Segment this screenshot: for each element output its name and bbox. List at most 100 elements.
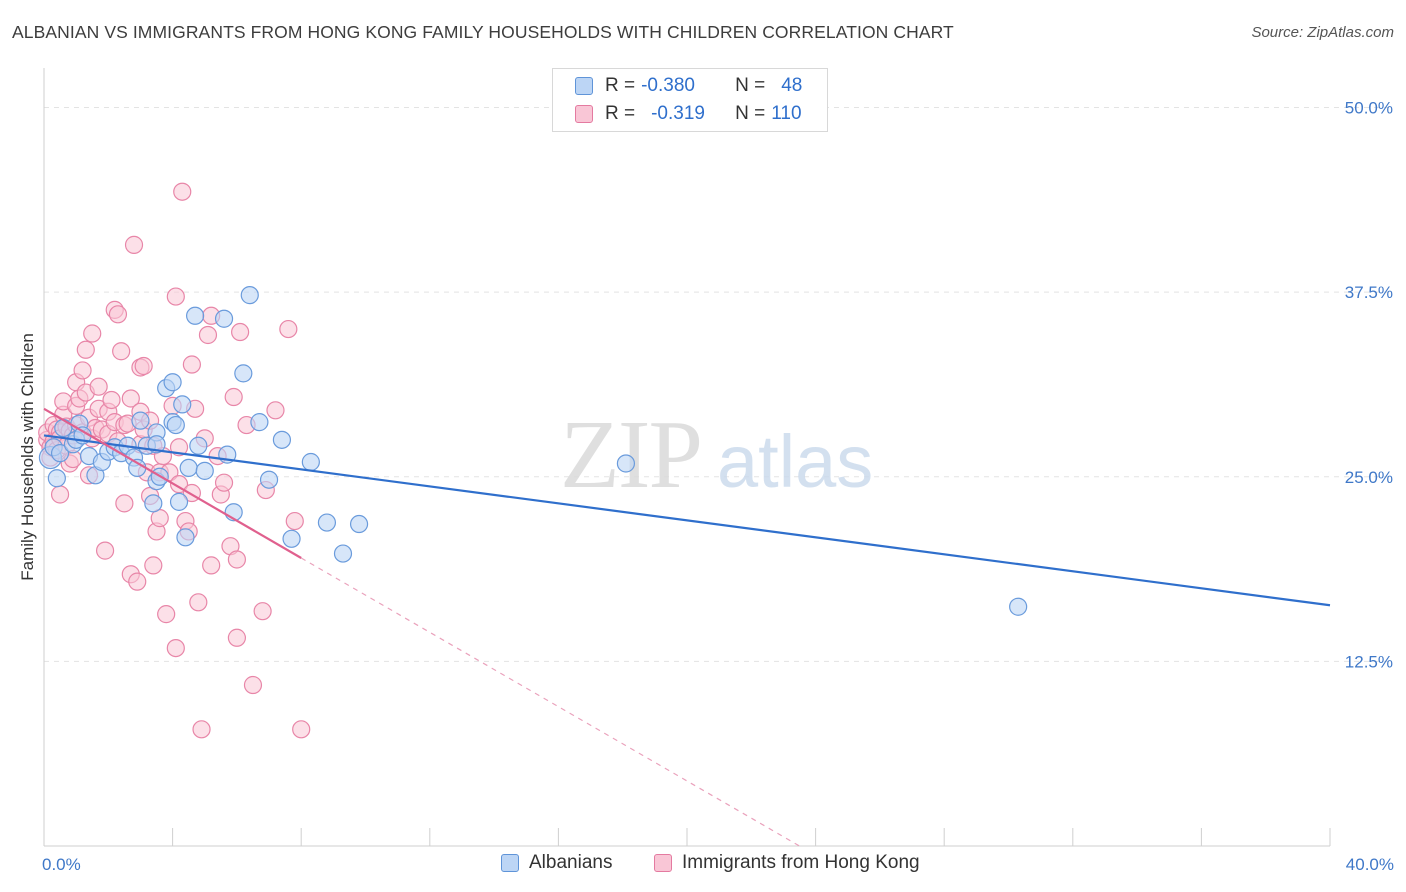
data-point-albanians <box>47 469 66 488</box>
y-tick-label: 50.0% <box>1345 99 1393 118</box>
data-point-albanians <box>282 529 301 548</box>
watermark-zip: ZIP <box>560 401 701 509</box>
data-point-hong-kong <box>134 356 153 376</box>
data-point-hong-kong <box>189 593 208 612</box>
data-point-albanians <box>176 528 195 547</box>
data-point-albanians <box>147 435 166 454</box>
legend-n-value: 110 <box>771 103 802 124</box>
legend-r-label: R = <box>605 75 636 96</box>
trend-line-hong-kong-extrapolated <box>300 557 800 847</box>
data-point-hong-kong <box>198 325 218 345</box>
data-point-albanians <box>250 413 269 432</box>
data-point-hong-kong <box>102 390 121 410</box>
bottom-legend-label-albanians: Albanians <box>529 852 613 873</box>
trend-line-albanians <box>43 434 1331 607</box>
data-point-hong-kong <box>279 319 298 339</box>
data-point-albanians <box>169 492 189 511</box>
data-point-albanians <box>131 411 150 430</box>
data-point-albanians <box>1009 597 1028 616</box>
data-point-hong-kong <box>227 628 246 647</box>
x-tick-label: 0.0% <box>42 855 81 874</box>
data-point-albanians <box>173 395 192 414</box>
data-point-albanians <box>179 458 198 478</box>
legend-row-hong-kong: R = -0.319 N = 110 <box>553 101 802 127</box>
bottom-legend-label-hong-kong: Immigrants from Hong Kong <box>682 852 920 873</box>
data-point-albanians <box>301 452 320 472</box>
data-point-albanians <box>166 415 185 435</box>
y-tick-label: 25.0% <box>1345 468 1393 487</box>
data-point-hong-kong <box>202 556 221 575</box>
data-point-albanians <box>259 470 279 489</box>
data-point-albanians <box>349 514 369 534</box>
gridlines <box>44 107 1394 662</box>
legend-r-label: R = <box>605 103 636 124</box>
data-point-albanians <box>189 436 208 455</box>
trend-line-hong-kong <box>43 407 302 559</box>
data-point-hong-kong <box>292 720 311 739</box>
legend-n-value: 48 <box>781 75 803 96</box>
data-point-albanians <box>240 286 259 305</box>
data-point-hong-kong <box>157 605 176 624</box>
y-axis-label: Family Households with Children <box>18 333 37 581</box>
data-point-albanians <box>272 430 292 449</box>
data-point-hong-kong <box>243 675 263 695</box>
data-point-albanians <box>50 444 70 463</box>
tick-labels: 12.5% 25.0% 37.5% 50.0% 0.0% 40.0% <box>42 99 1394 874</box>
data-point-hong-kong <box>182 355 201 374</box>
data-point-hong-kong <box>231 322 250 342</box>
data-point-albanians <box>163 373 182 392</box>
y-tick-label: 37.5% <box>1345 283 1393 302</box>
legend-r-value: -0.380 <box>641 75 695 96</box>
data-point-hong-kong <box>285 511 304 531</box>
legend-r-value: -0.319 <box>651 103 705 124</box>
bottom-legend-hong-kong: Immigrants from Hong Kong <box>654 852 920 874</box>
trend-lines <box>43 407 1331 847</box>
chart-title: ALBANIAN VS IMMIGRANTS FROM HONG KONG FA… <box>12 22 954 42</box>
source-label: Source: ZipAtlas.com <box>1251 24 1394 41</box>
data-point-hong-kong <box>227 550 246 569</box>
data-point-hong-kong <box>224 387 243 407</box>
data-point-hong-kong <box>253 602 272 621</box>
legend-swatch-hong-kong <box>575 105 593 123</box>
data-point-albanians <box>214 309 234 328</box>
data-point-hong-kong <box>144 556 163 575</box>
data-point-hong-kong <box>115 494 134 513</box>
data-point-hong-kong <box>173 182 192 201</box>
data-point-hong-kong <box>112 342 131 361</box>
data-point-albanians <box>333 544 353 563</box>
data-point-albanians <box>144 494 163 513</box>
data-point-albanians <box>195 461 214 480</box>
bottom-legend-swatch-albanians <box>501 854 519 872</box>
y-tick-label: 12.5% <box>1345 652 1393 671</box>
data-point-hong-kong <box>108 305 128 324</box>
data-point-hong-kong <box>73 361 92 380</box>
data-point-hong-kong <box>95 541 115 560</box>
data-point-albanians <box>616 454 636 473</box>
data-point-hong-kong <box>169 438 189 457</box>
data-point-hong-kong <box>76 340 95 359</box>
x-tick-label: 40.0% <box>1346 855 1394 874</box>
data-point-hong-kong <box>83 324 102 343</box>
legend-swatch-albanians <box>575 77 593 95</box>
data-point-hong-kong <box>50 485 70 504</box>
legend-row-albanians: R = -0.380 N = 48 <box>553 73 802 99</box>
data-point-hong-kong <box>166 638 185 658</box>
correlation-legend: R = -0.380 N = 48 R = -0.319 N = 110 <box>552 68 828 132</box>
series-hong-kong-points <box>38 182 311 739</box>
data-point-albanians <box>234 364 253 383</box>
data-point-hong-kong <box>121 389 140 408</box>
data-point-hong-kong <box>166 287 185 306</box>
data-point-albanians <box>317 513 337 532</box>
data-point-hong-kong <box>214 473 234 492</box>
series-albanians-points <box>38 286 1028 616</box>
bottom-legend-albanians: Albanians <box>501 852 612 874</box>
legend-n-label: N = <box>735 75 766 96</box>
data-point-hong-kong <box>266 401 285 420</box>
data-point-hong-kong <box>128 572 147 591</box>
data-point-albanians <box>186 306 205 325</box>
bottom-legend-swatch-hong-kong <box>654 854 672 872</box>
data-point-hong-kong <box>192 720 211 739</box>
watermark-atlas: atlas <box>717 420 873 503</box>
legend-n-label: N = <box>735 103 766 124</box>
